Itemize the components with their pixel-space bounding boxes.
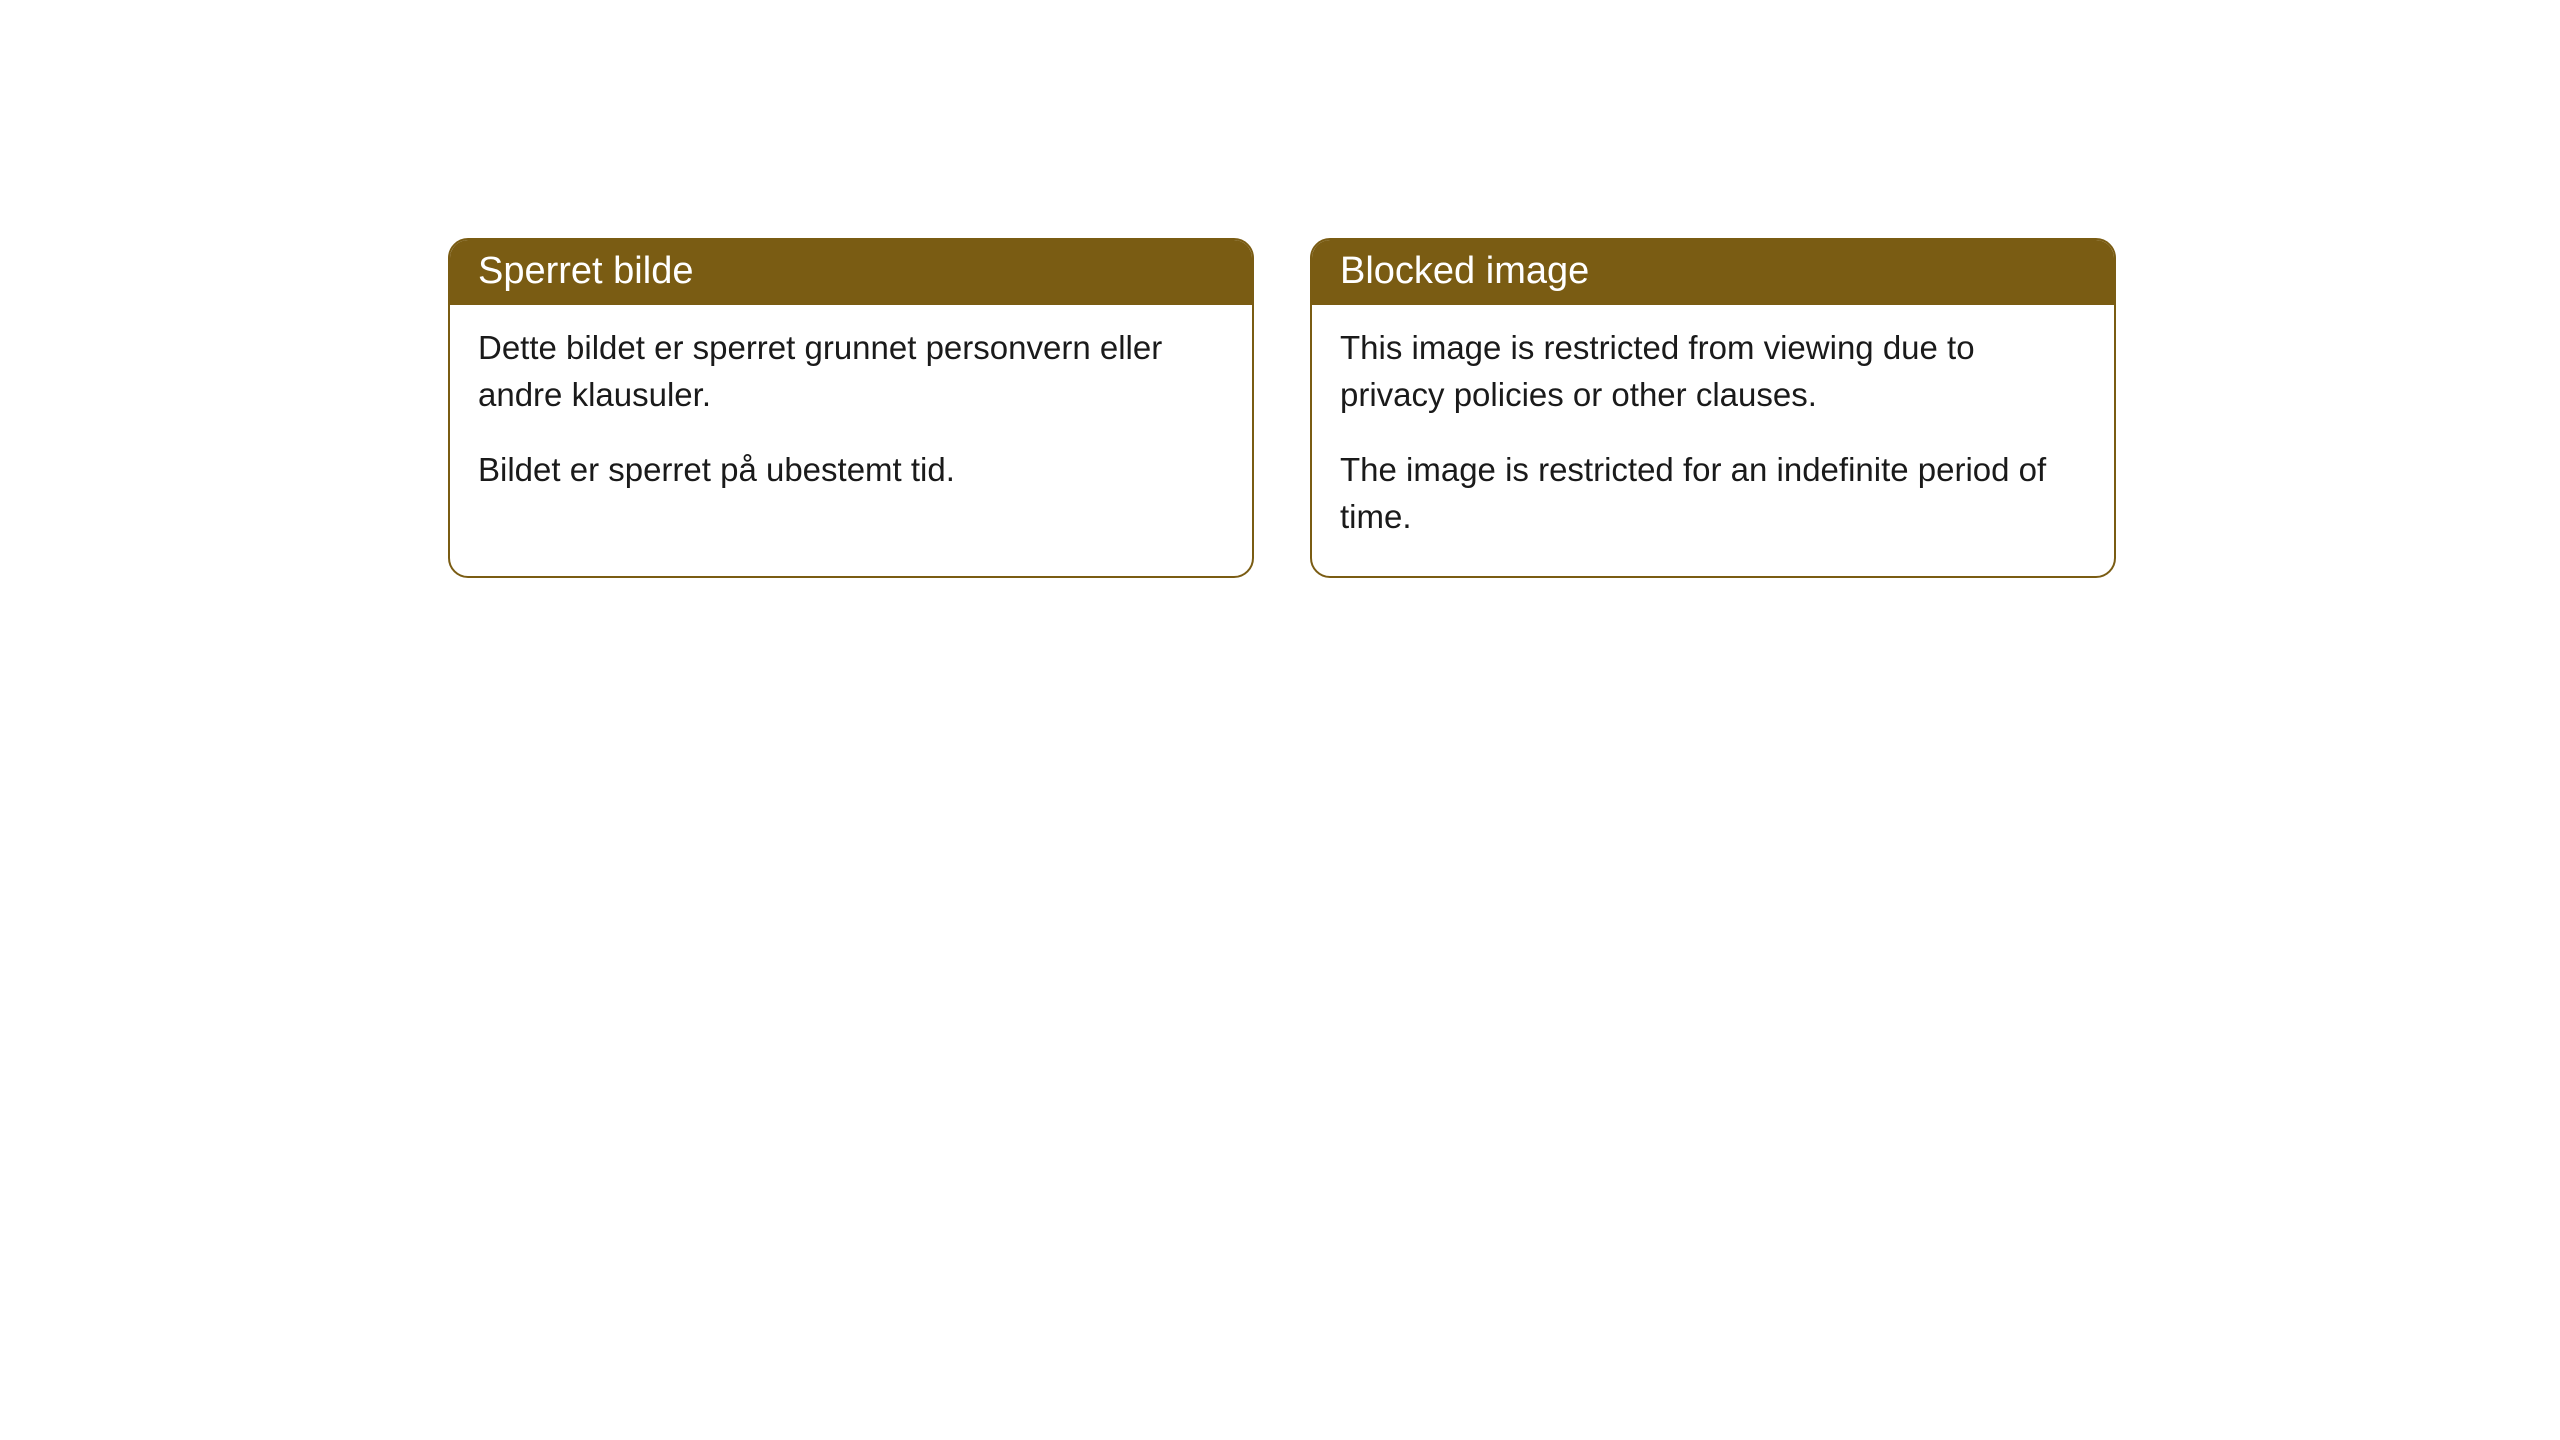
notice-paragraph: Dette bildet er sperret grunnet personve… [478, 325, 1224, 419]
notice-paragraph: Bildet er sperret på ubestemt tid. [478, 447, 1224, 494]
notice-paragraph: The image is restricted for an indefinit… [1340, 447, 2086, 541]
notice-cards-container: Sperret bilde Dette bildet er sperret gr… [0, 0, 2560, 578]
notice-body-norwegian: Dette bildet er sperret grunnet personve… [450, 305, 1252, 530]
notice-body-english: This image is restricted from viewing du… [1312, 305, 2114, 576]
notice-header-norwegian: Sperret bilde [450, 240, 1252, 305]
notice-card-norwegian: Sperret bilde Dette bildet er sperret gr… [448, 238, 1254, 578]
notice-paragraph: This image is restricted from viewing du… [1340, 325, 2086, 419]
notice-header-english: Blocked image [1312, 240, 2114, 305]
notice-card-english: Blocked image This image is restricted f… [1310, 238, 2116, 578]
